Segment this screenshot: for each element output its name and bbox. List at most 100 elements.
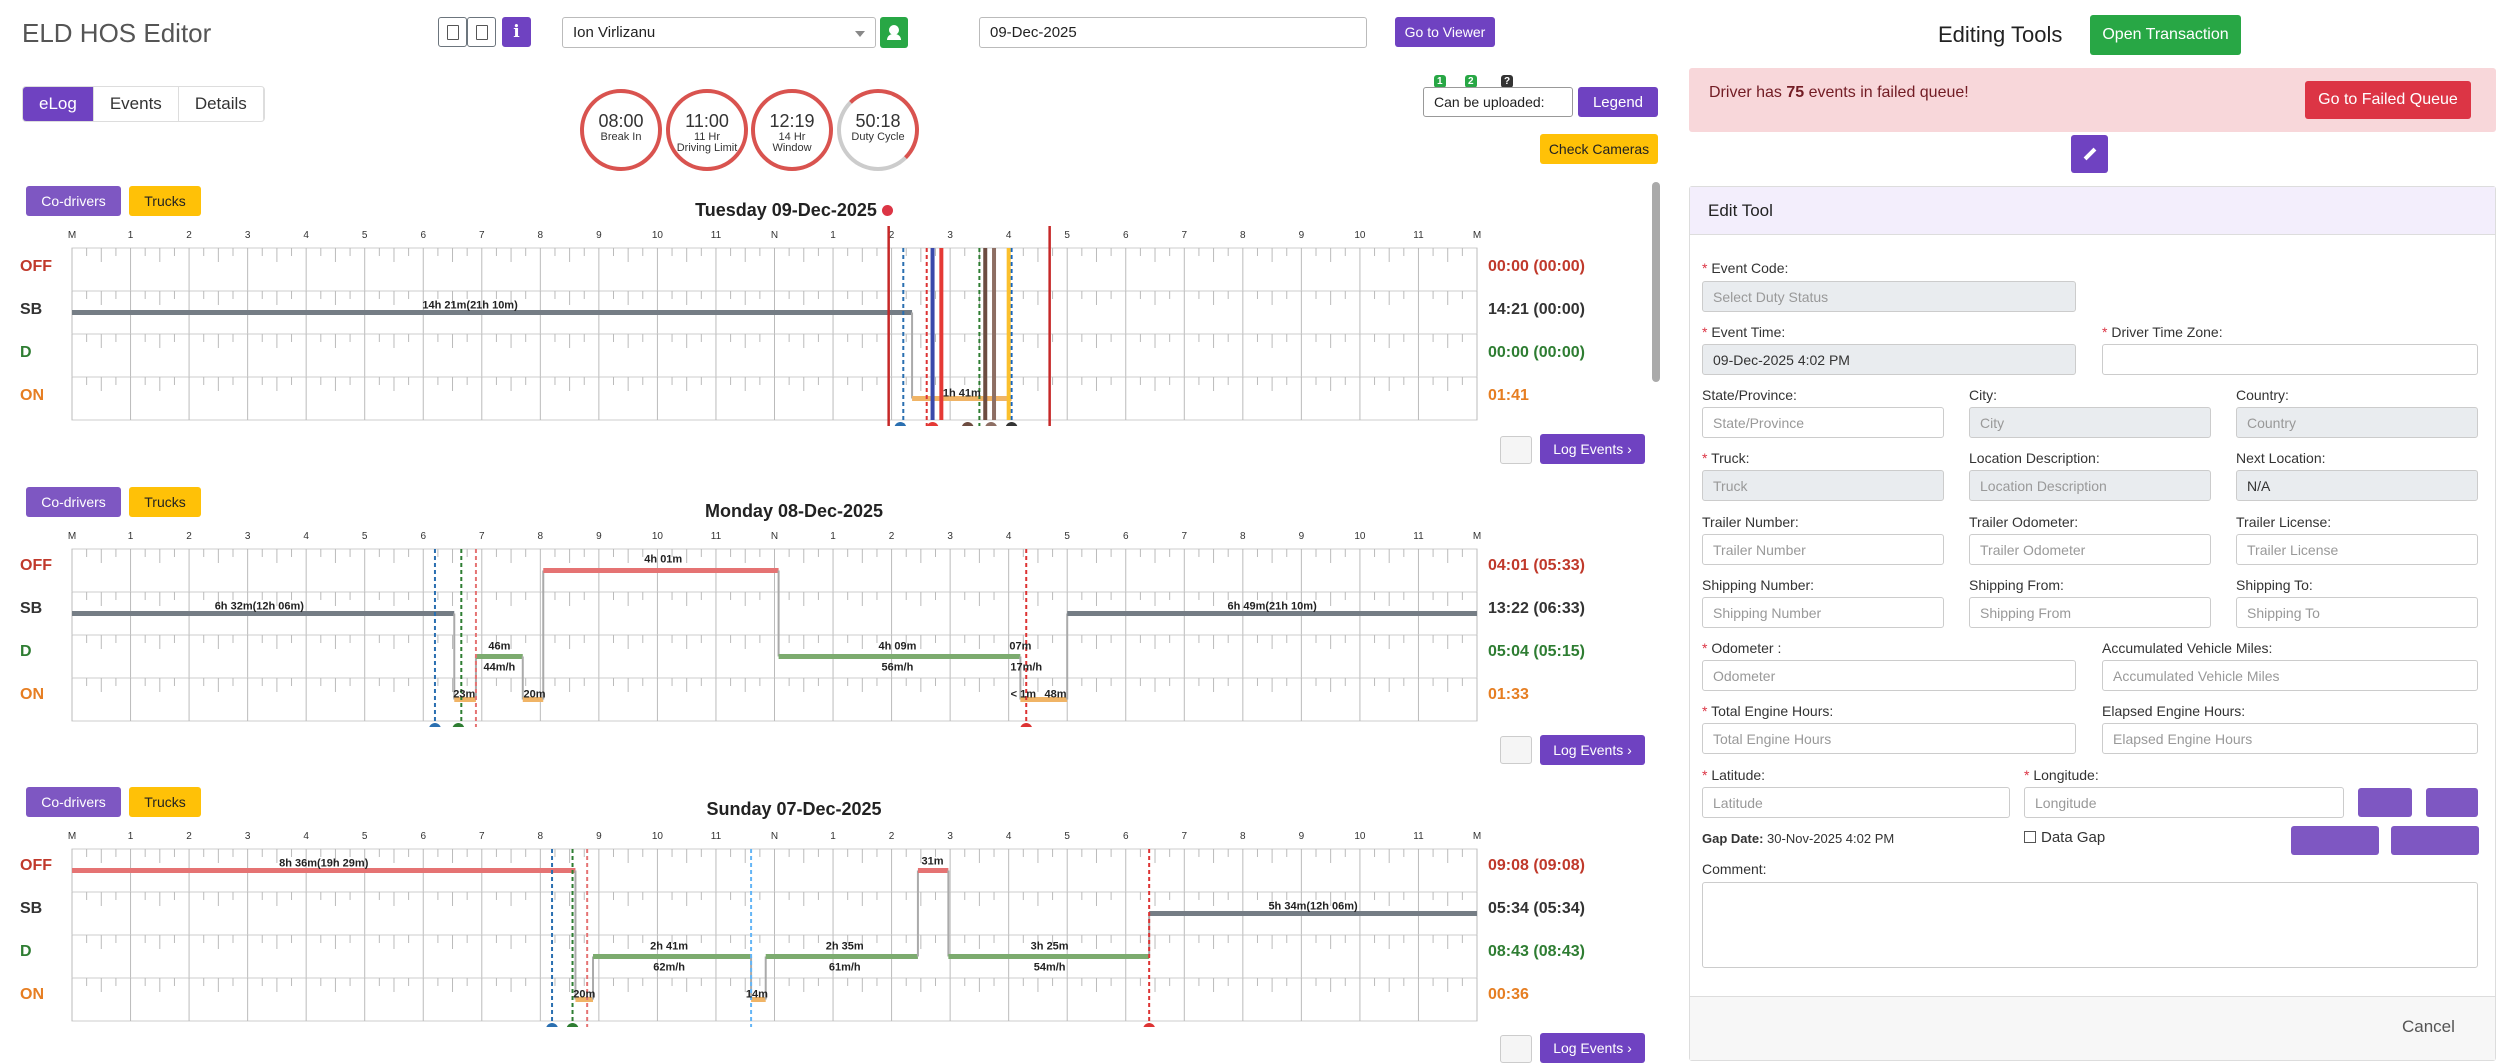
segment-label: 6h 32m(12h 06m) (215, 601, 305, 613)
hour-tick-label: 4 (303, 531, 309, 542)
hour-tick-label: 4 (303, 831, 309, 842)
event-marker-icon (1143, 1023, 1155, 1027)
comment-textarea[interactable] (1702, 882, 2478, 968)
go-to-viewer-button[interactable]: Go to Viewer (1395, 17, 1495, 47)
event-time-input[interactable]: 09-Dec-2025 4:02 PM (1702, 344, 2076, 375)
codrivers-button[interactable]: Co-drivers (26, 487, 121, 517)
copy-coords-button[interactable] (2426, 788, 2478, 817)
log-events-button[interactable]: Log Events › (1540, 434, 1645, 464)
day-section: Co-drivers Trucks Monday 08-Dec-2025 M 1 2… (0, 487, 1650, 787)
hour-tick-label: 10 (652, 531, 664, 542)
go-to-failed-queue-button[interactable]: Go to Failed Queue (2305, 81, 2471, 119)
shipping-number-input[interactable]: Shipping Number (1702, 597, 1944, 628)
comment-button[interactable] (1500, 436, 1532, 464)
trailer-license-input[interactable]: Trailer License (2236, 534, 2478, 565)
hour-tick-label: 11 (711, 831, 722, 842)
log-events-button[interactable]: Log Events › (1540, 1033, 1645, 1063)
location-pin-button[interactable] (2358, 788, 2412, 817)
hour-tick-label: M (68, 531, 76, 542)
open-transaction-button[interactable]: Open Transaction (2090, 15, 2241, 55)
location-description-input[interactable]: Location Description (1969, 470, 2211, 501)
event-marker-icon (1005, 422, 1018, 426)
trailer-number-input[interactable]: Trailer Number (1702, 534, 1944, 565)
driver-profile-button[interactable] (880, 17, 908, 48)
hour-tick-label: 6 (420, 831, 426, 842)
hour-tick-label: 2 (186, 230, 192, 241)
check-cameras-button[interactable]: Check Cameras (1540, 134, 1658, 164)
paste-button[interactable] (2291, 826, 2379, 855)
note-icon-button[interactable] (467, 17, 496, 47)
legend-button[interactable]: Legend (1578, 87, 1658, 117)
odometer-input[interactable]: Odometer (1702, 660, 2076, 691)
help-badge: ? (1501, 75, 1514, 88)
hour-tick-label: 4 (1006, 831, 1012, 842)
codrivers-button[interactable]: Co-drivers (26, 787, 121, 817)
upload-badge: 2 (1465, 75, 1477, 88)
upload-status-select[interactable]: Can be uploaded: (1423, 87, 1573, 117)
hour-tick-label: M (68, 230, 76, 241)
break-gauge: 08:00 Break In (580, 89, 662, 171)
scrollbar[interactable] (1652, 182, 1660, 382)
copy-button[interactable] (2391, 826, 2479, 855)
log-events-button[interactable]: Log Events › (1540, 735, 1645, 765)
data-gap-checkbox[interactable]: Data Gap (2024, 829, 2105, 846)
tab-details[interactable]: Details (179, 87, 264, 121)
codrivers-button[interactable]: Co-drivers (26, 186, 121, 216)
hour-tick-label: 7 (479, 230, 485, 241)
hour-tick-label: 6 (420, 230, 426, 241)
segment-label: 8h 36m(19h 29m) (279, 858, 369, 870)
date-input[interactable]: 09-Dec-2025 (979, 17, 1367, 48)
truck-select[interactable]: Truck (1702, 470, 1944, 501)
trucks-button[interactable]: Trucks (129, 487, 201, 517)
upload-badge: 1 (1434, 75, 1446, 88)
cancel-button[interactable]: Cancel (2402, 1017, 2455, 1036)
driver-select[interactable]: Ion Virlizanu (562, 17, 876, 48)
hour-tick-label: M (1473, 831, 1481, 842)
document-icon-button[interactable] (438, 17, 467, 47)
next-location-input[interactable]: N/A (2236, 470, 2478, 501)
event-marker-icon (962, 422, 974, 426)
trucks-button[interactable]: Trucks (129, 186, 201, 216)
day-title: Sunday 07-Dec-2025 (706, 799, 882, 819)
tab-elog[interactable]: eLog (23, 87, 94, 121)
city-input[interactable]: City (1969, 407, 2211, 438)
country-input[interactable]: Country (2236, 407, 2478, 438)
segment-label: 14h 21m(21h 10m) (422, 300, 518, 312)
hour-tick-label: 10 (652, 831, 664, 842)
segment-label: 4h 09m (878, 641, 916, 653)
accumulated-miles-input[interactable]: Accumulated Vehicle Miles (2102, 660, 2478, 691)
segment-label: 2h 41m (650, 941, 688, 953)
driver-time-zone-select[interactable] (2102, 344, 2478, 375)
user-icon (889, 25, 899, 35)
trailer-odometer-input[interactable]: Trailer Odometer (1969, 534, 2211, 565)
segment-label: < 1m (1011, 689, 1037, 701)
hour-tick-label: 2 (186, 531, 192, 542)
engine-hours-input[interactable]: Total Engine Hours (1702, 723, 2076, 754)
trucks-button[interactable]: Trucks (129, 787, 201, 817)
chevron-down-icon (855, 31, 865, 37)
hour-tick-label: 3 (947, 230, 953, 241)
comment-button[interactable] (1500, 1035, 1532, 1063)
segment-label: 46m (488, 641, 510, 653)
event-marker-icon (894, 422, 907, 426)
shipping-to-input[interactable]: Shipping To (2236, 597, 2478, 628)
info-button[interactable]: i (502, 17, 531, 47)
driving-limit-gauge: 11:00 11 Hr Driving Limit (666, 89, 748, 171)
state-select[interactable]: State/Province (1702, 407, 1944, 438)
event-marker-icon (566, 1023, 579, 1027)
event-code-select[interactable]: Select Duty Status (1702, 281, 2076, 312)
shipping-from-input[interactable]: Shipping From (1969, 597, 2211, 628)
segment-label: 20m (523, 689, 545, 701)
event-marker-icon (546, 1023, 558, 1027)
comment-button[interactable] (1500, 736, 1532, 764)
longitude-input[interactable]: Longitude (2024, 787, 2344, 818)
segment-label: 56m/h (882, 662, 914, 674)
editing-tools-title: Editing Tools (1938, 22, 2063, 47)
elapsed-hours-input[interactable]: Elapsed Engine Hours (2102, 723, 2478, 754)
day-title: Monday 08-Dec-2025 (704, 501, 884, 521)
tab-events[interactable]: Events (94, 87, 179, 121)
hour-tick-label: 5 (1064, 531, 1070, 542)
hour-tick-label: 9 (596, 831, 602, 842)
edit-pencil-button[interactable] (2071, 135, 2108, 173)
latitude-input[interactable]: Latitude (1702, 787, 2010, 818)
